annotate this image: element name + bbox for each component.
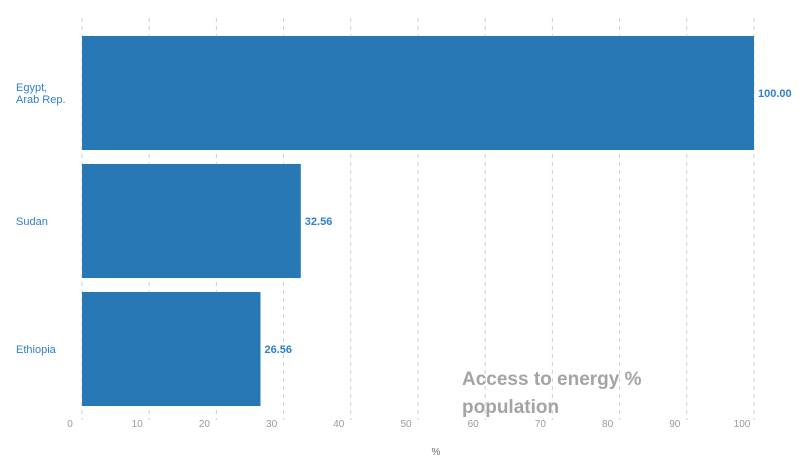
value-label: 100.00: [758, 88, 792, 100]
x-tick-label: 30: [266, 419, 278, 430]
category-label: Sudan: [16, 216, 48, 228]
bar-1: [82, 164, 301, 278]
category-label: Egypt, Arab Rep.: [16, 82, 66, 106]
value-label: 32.56: [305, 216, 333, 228]
chart-overlay-caption: Access to energy % population: [462, 369, 642, 418]
x-tick-label: 60: [468, 419, 480, 430]
bar-0: [82, 36, 754, 150]
x-tick-label: 70: [535, 419, 547, 430]
x-tick-label: 80: [602, 419, 614, 430]
x-tick-label: 10: [132, 419, 144, 430]
x-tick-label: 100: [734, 419, 751, 430]
x-tick-label: 0: [67, 419, 73, 430]
category-label: Ethiopia: [16, 344, 57, 356]
value-labels: 100.00 32.56 26.56: [264, 88, 791, 356]
bar-2: [82, 292, 261, 406]
x-tick-label: 90: [669, 419, 681, 430]
x-axis-title: %: [432, 447, 441, 458]
x-tick-label: 40: [333, 419, 345, 430]
x-tick-label: 20: [199, 419, 211, 430]
value-label: 26.56: [264, 344, 292, 356]
bars: [82, 36, 754, 406]
x-tick-labels: 0 10 20 30 40 50 60 70 80 90 100: [67, 419, 751, 430]
category-labels: Egypt, Arab Rep. Sudan Ethiopia: [16, 82, 66, 356]
x-tick-label: 50: [400, 419, 412, 430]
